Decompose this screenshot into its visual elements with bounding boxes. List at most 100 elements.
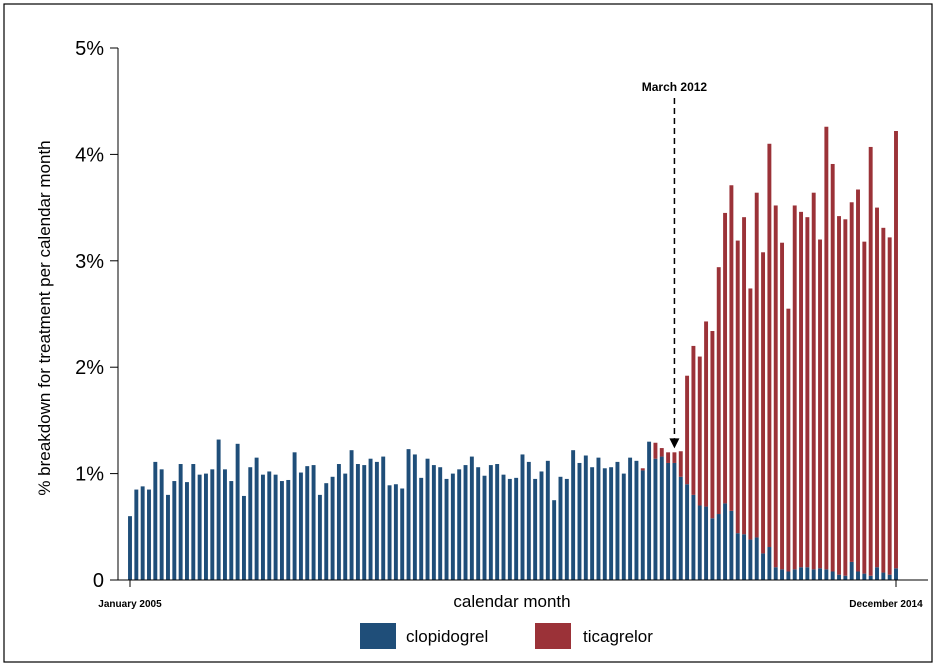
bar-ticagrelor bbox=[748, 288, 753, 540]
bar-clopidogrel bbox=[824, 569, 829, 580]
bar-ticagrelor bbox=[894, 130, 898, 569]
bar-ticagrelor bbox=[704, 321, 709, 507]
bar-ticagrelor bbox=[685, 375, 690, 485]
bar-clopidogrel bbox=[666, 462, 671, 580]
bar-clopidogrel bbox=[267, 471, 272, 580]
bar-clopidogrel bbox=[767, 547, 772, 580]
bars bbox=[128, 126, 898, 580]
bar-clopidogrel bbox=[488, 465, 493, 580]
bar-clopidogrel bbox=[425, 458, 430, 580]
bar-ticagrelor bbox=[640, 468, 645, 471]
bar-clopidogrel bbox=[368, 458, 373, 580]
bar-ticagrelor bbox=[691, 345, 696, 495]
bar-ticagrelor bbox=[697, 356, 702, 506]
bar-clopidogrel bbox=[419, 477, 424, 580]
bar-clopidogrel bbox=[539, 471, 544, 580]
bar-ticagrelor bbox=[881, 227, 886, 573]
y-ticks: 0 1% 2% 3% 4% 5% bbox=[75, 38, 119, 592]
bar-clopidogrel bbox=[799, 567, 803, 580]
bar-clopidogrel bbox=[526, 461, 531, 580]
bar-clopidogrel bbox=[248, 467, 253, 580]
bar-clopidogrel bbox=[197, 474, 202, 580]
bar-clopidogrel bbox=[374, 461, 379, 580]
bar-clopidogrel bbox=[577, 462, 582, 580]
bar-ticagrelor bbox=[811, 192, 816, 570]
annotation-label: March 2012 bbox=[642, 80, 708, 94]
bar-clopidogrel bbox=[241, 495, 246, 580]
bar-clopidogrel bbox=[128, 516, 132, 580]
bar-clopidogrel bbox=[805, 567, 810, 580]
bar-clopidogrel bbox=[590, 467, 595, 580]
bar-clopidogrel bbox=[792, 569, 797, 580]
bar-ticagrelor bbox=[856, 189, 860, 572]
y-tick-label: 3% bbox=[75, 251, 104, 273]
bar-clopidogrel bbox=[640, 470, 645, 580]
bar-clopidogrel bbox=[450, 473, 455, 580]
bar-ticagrelor bbox=[868, 146, 873, 576]
bar-clopidogrel bbox=[279, 481, 284, 580]
bar-clopidogrel bbox=[894, 568, 898, 580]
bar-clopidogrel bbox=[780, 569, 785, 580]
bar-ticagrelor bbox=[754, 192, 759, 538]
bar-clopidogrel bbox=[564, 478, 569, 580]
bar-clopidogrel bbox=[292, 452, 297, 580]
bar-clopidogrel bbox=[754, 537, 759, 580]
bar-ticagrelor bbox=[780, 242, 785, 570]
bar-clopidogrel bbox=[691, 494, 696, 580]
bar-clopidogrel bbox=[324, 483, 329, 580]
bar-clopidogrel bbox=[153, 461, 158, 580]
y-tick-label: 0 bbox=[93, 570, 104, 592]
bar-clopidogrel bbox=[830, 571, 835, 580]
y-tick-label: 1% bbox=[75, 464, 104, 486]
bar-clopidogrel bbox=[457, 469, 462, 580]
bar-clopidogrel bbox=[596, 457, 601, 580]
bar-clopidogrel bbox=[786, 571, 791, 580]
bar-clopidogrel bbox=[254, 457, 259, 580]
bar-clopidogrel bbox=[710, 518, 715, 580]
bar-clopidogrel bbox=[862, 573, 867, 580]
march-2012-annotation: March 2012 bbox=[642, 80, 708, 449]
bar-clopidogrel bbox=[134, 489, 139, 580]
bar-clopidogrel bbox=[659, 456, 664, 580]
bar-clopidogrel bbox=[748, 539, 753, 580]
bar-clopidogrel bbox=[362, 465, 367, 580]
bar-ticagrelor bbox=[824, 126, 829, 570]
y-tick-label: 5% bbox=[75, 38, 104, 60]
bar-clopidogrel bbox=[406, 449, 411, 580]
bar-clopidogrel bbox=[260, 474, 265, 580]
bar-clopidogrel bbox=[761, 553, 766, 580]
legend-label-clopidogrel: clopidogrel bbox=[406, 627, 488, 646]
bar-ticagrelor bbox=[887, 237, 892, 575]
bar-ticagrelor bbox=[742, 217, 747, 535]
bar-clopidogrel bbox=[438, 467, 443, 580]
bar-ticagrelor bbox=[786, 308, 791, 572]
bar-ticagrelor bbox=[792, 205, 797, 570]
bar-clopidogrel bbox=[349, 450, 354, 580]
bar-clopidogrel bbox=[381, 456, 386, 580]
bar-clopidogrel bbox=[166, 494, 170, 580]
bar-clopidogrel bbox=[723, 503, 728, 580]
bar-ticagrelor bbox=[767, 143, 772, 548]
bar-clopidogrel bbox=[704, 506, 709, 580]
bar-clopidogrel bbox=[887, 574, 892, 580]
bar-clopidogrel bbox=[849, 561, 854, 580]
annotation-arrowhead bbox=[669, 438, 680, 449]
bar-clopidogrel bbox=[729, 510, 734, 580]
bar-ticagrelor bbox=[729, 185, 734, 511]
bar-clopidogrel bbox=[223, 469, 227, 580]
bar-clopidogrel bbox=[507, 478, 512, 580]
bar-clopidogrel bbox=[558, 476, 563, 580]
bar-clopidogrel bbox=[311, 465, 316, 580]
bar-clopidogrel bbox=[583, 455, 588, 580]
bar-clopidogrel bbox=[412, 454, 417, 580]
bar-clopidogrel bbox=[204, 473, 208, 580]
bar-clopidogrel bbox=[330, 476, 335, 580]
bar-clopidogrel bbox=[393, 484, 398, 580]
bar-clopidogrel bbox=[514, 477, 519, 580]
bar-ticagrelor bbox=[773, 205, 778, 568]
bar-clopidogrel bbox=[235, 443, 240, 580]
bar-clopidogrel bbox=[615, 461, 620, 580]
bar-ticagrelor bbox=[659, 448, 664, 457]
bar-clopidogrel bbox=[875, 567, 879, 580]
